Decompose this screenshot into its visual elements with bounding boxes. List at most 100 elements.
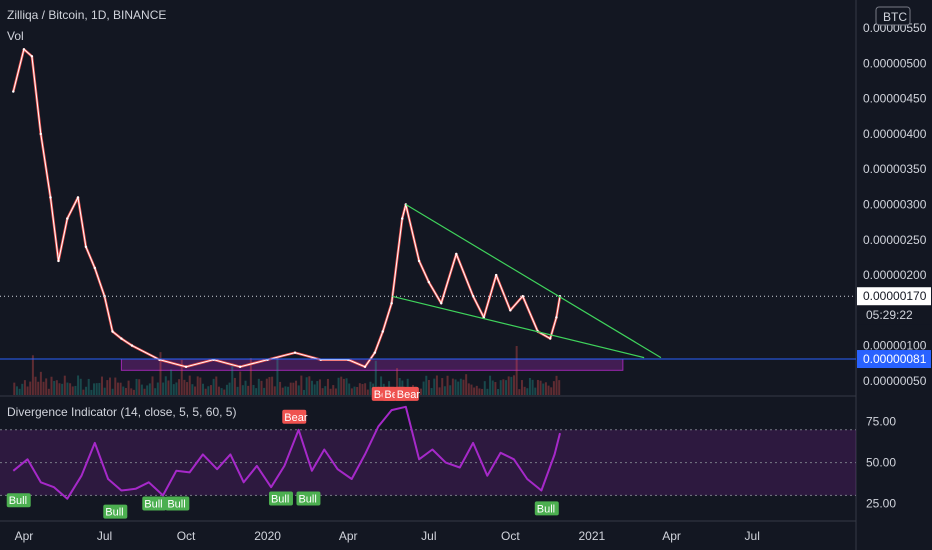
volume-bar — [396, 368, 399, 395]
price-point — [184, 365, 188, 368]
volume-bar — [550, 387, 553, 395]
volume-bar — [154, 388, 157, 395]
volume-bar — [297, 385, 300, 395]
volume-bar — [15, 386, 18, 395]
bull-label-text: Bull — [271, 494, 289, 506]
price-point — [111, 330, 114, 333]
volume-bar — [127, 380, 130, 395]
time-tick-label: Jul — [97, 529, 112, 543]
volume-bar — [167, 380, 170, 395]
price-tick-label: 0.00000250 — [863, 233, 927, 247]
volume-bar — [114, 377, 117, 395]
price-point — [238, 365, 242, 368]
price-tick-label: 0.00000300 — [863, 198, 927, 212]
volume-bar — [29, 381, 32, 395]
volume-bar — [233, 377, 236, 395]
countdown-tag — [857, 306, 931, 325]
price-point — [12, 90, 15, 93]
volume-bar — [172, 384, 175, 395]
volume-bar — [502, 379, 505, 395]
volume-bar — [555, 375, 558, 395]
volume-bar — [225, 384, 228, 395]
volume-bar — [101, 376, 104, 395]
volume-bar — [497, 389, 500, 395]
volume-bar — [212, 378, 215, 395]
bull-label — [296, 491, 321, 506]
volume-bar — [159, 352, 162, 395]
volume-bar — [85, 386, 88, 395]
volume-bar — [209, 385, 212, 395]
bull-label-text: Bull — [298, 494, 316, 506]
price-point — [509, 309, 512, 312]
volume-bar — [348, 383, 351, 395]
volume-bar — [268, 377, 271, 395]
volume-bar — [510, 376, 513, 395]
volume-bar — [425, 375, 428, 395]
volume-bar — [422, 381, 425, 395]
volume-bar — [271, 376, 274, 395]
volume-bar — [334, 388, 337, 395]
bull-label-text: Bull — [9, 495, 27, 507]
volume-bar — [366, 389, 369, 395]
bull-label — [534, 501, 559, 516]
volume-bar — [140, 384, 143, 395]
volume-bar — [470, 384, 473, 395]
bear-label-text: Bear — [397, 389, 421, 401]
volume-bar — [273, 386, 276, 395]
volume-bar — [42, 381, 45, 395]
price-point — [401, 217, 404, 220]
price-point — [427, 280, 431, 284]
volume-bar — [534, 387, 537, 395]
price-point — [373, 351, 376, 354]
volume-bar — [132, 389, 135, 395]
price-point — [293, 351, 297, 354]
volume-bar — [204, 388, 207, 395]
volume-bar — [364, 383, 367, 395]
volume-bar — [483, 381, 486, 395]
volume-bar — [252, 384, 255, 395]
volume-bar — [220, 388, 223, 395]
volume-bar — [427, 380, 430, 395]
time-tick-label: Jul — [745, 529, 760, 543]
volume-bar — [37, 381, 40, 395]
volume-bar — [90, 389, 93, 395]
volume-bar — [151, 376, 154, 395]
time-tick-label: Oct — [501, 529, 520, 543]
volume-bar — [138, 379, 141, 395]
volume-bar — [103, 387, 106, 395]
volume-bar — [93, 383, 96, 395]
price-point — [381, 330, 384, 333]
volume-bar — [199, 377, 202, 395]
volume-bar — [50, 376, 53, 395]
price-tick-label: 0.00000050 — [863, 374, 927, 388]
time-tick-label: Apr — [339, 529, 358, 543]
volume-bar — [473, 387, 476, 395]
volume-bar — [518, 389, 521, 395]
volume-bar — [454, 379, 457, 395]
volume-bar — [241, 385, 244, 395]
price-point — [84, 245, 88, 249]
price-point — [390, 302, 393, 305]
price-tag-label: 0.00000170 — [863, 289, 927, 303]
volume-bar — [459, 378, 462, 395]
price-point — [494, 273, 498, 277]
volume-bar — [462, 379, 465, 395]
trendline — [405, 203, 662, 359]
volume-bar — [231, 363, 234, 395]
volume-bar — [247, 385, 250, 395]
volume-bar — [353, 386, 356, 395]
volume-bar — [45, 378, 48, 395]
volume-bar — [265, 378, 268, 395]
volume-bar — [486, 388, 489, 395]
volume-bar — [239, 371, 242, 395]
volume-bar — [255, 388, 258, 395]
volume-bar — [398, 377, 401, 395]
volume-bar — [300, 375, 303, 395]
volume-bar — [228, 382, 231, 395]
volume-bar — [23, 380, 26, 395]
volume-bar — [515, 346, 518, 395]
volume-bar — [321, 388, 324, 395]
volume-bar — [31, 355, 34, 395]
volume-bar — [71, 386, 74, 395]
